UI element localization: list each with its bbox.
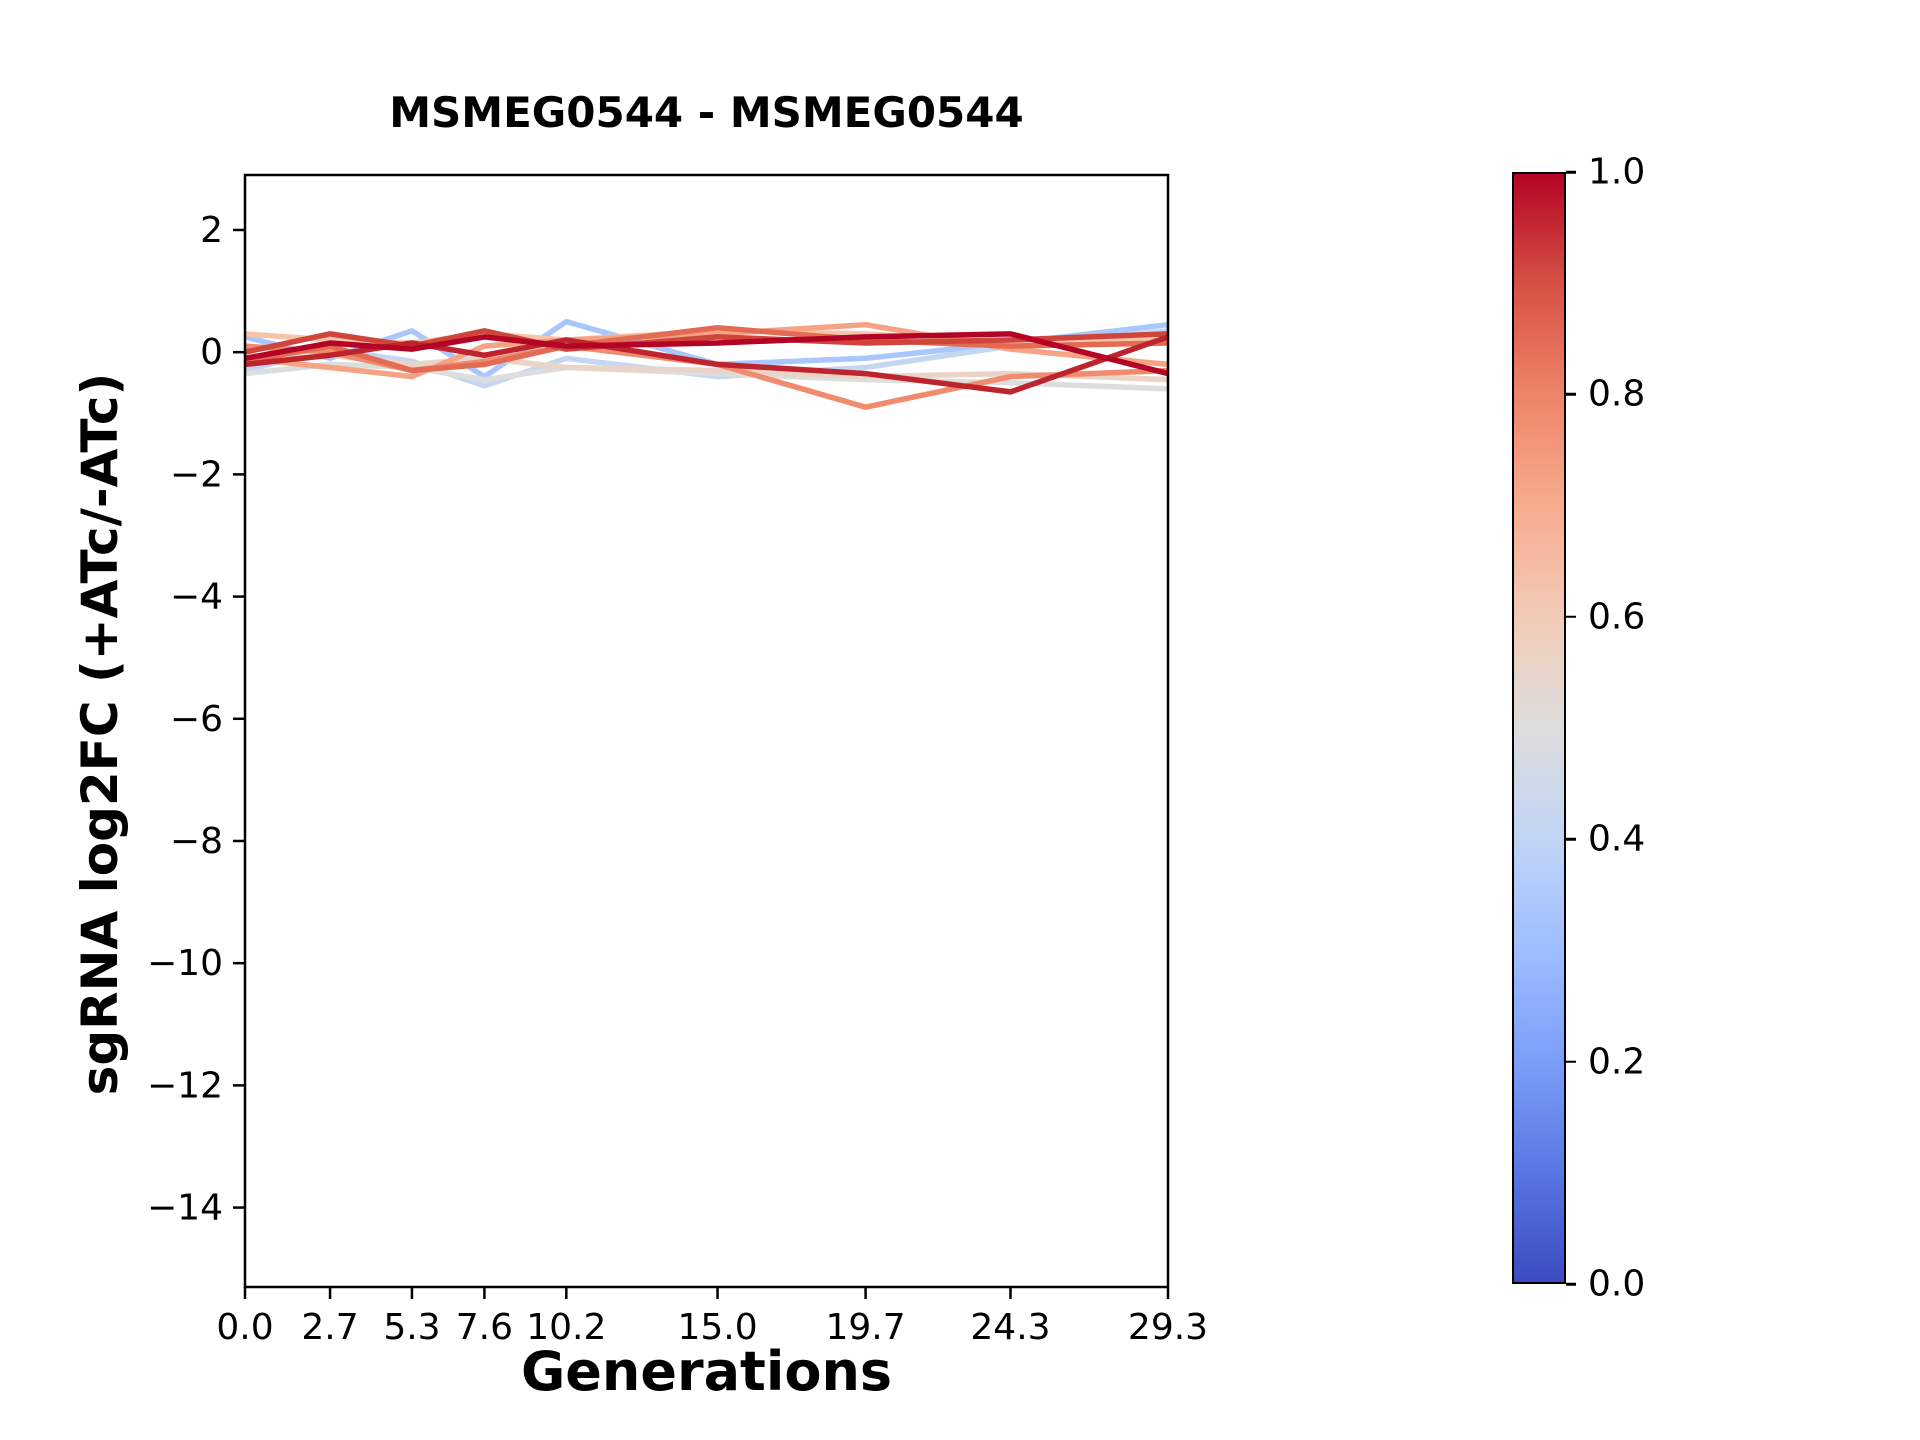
colorbar-tick-mark bbox=[1566, 615, 1576, 619]
series-line-10 bbox=[244, 334, 1169, 395]
y-tick-label: 0 bbox=[200, 332, 223, 373]
y-tick-label: 2 bbox=[200, 210, 223, 251]
x-tick-label: 15.0 bbox=[677, 1307, 757, 1348]
x-tick-label: 29.3 bbox=[1128, 1307, 1208, 1348]
series-line-11 bbox=[244, 331, 1169, 377]
x-axis-label: Generations bbox=[520, 1340, 893, 1403]
colorbar-tick-mark bbox=[1566, 393, 1576, 396]
x-tick-label: 19.7 bbox=[826, 1307, 906, 1348]
colorbar-tick-mark bbox=[1566, 170, 1576, 174]
colorbar bbox=[1512, 172, 1566, 1284]
chart-title: MSMEG0544 - MSMEG0544 bbox=[389, 88, 1024, 137]
x-tick-label: 7.6 bbox=[456, 1307, 513, 1348]
x-tick-label: 10.2 bbox=[526, 1307, 606, 1348]
y-tick-label: −4 bbox=[170, 577, 223, 618]
x-tick-label: 5.3 bbox=[383, 1307, 440, 1348]
x-tick-label: 2.7 bbox=[301, 1307, 358, 1348]
y-tick-label: −2 bbox=[170, 454, 223, 495]
colorbar-tick-mark bbox=[1566, 1282, 1576, 1286]
y-tick-label: −14 bbox=[147, 1188, 223, 1229]
x-tick-label: 0.0 bbox=[216, 1307, 273, 1348]
y-tick-label: −6 bbox=[170, 699, 223, 740]
colorbar-tick-label: 0.8 bbox=[1588, 373, 1646, 415]
colorbar-tick-label: 0.0 bbox=[1588, 1263, 1646, 1305]
y-tick-label: −10 bbox=[147, 943, 223, 984]
y-tick-label: −8 bbox=[170, 821, 223, 862]
series-line-9 bbox=[244, 328, 1169, 355]
x-tick-label: 24.3 bbox=[970, 1307, 1050, 1348]
colorbar-tick-mark bbox=[1566, 1060, 1576, 1063]
colorbar-tick-mark bbox=[1566, 837, 1576, 841]
y-tick-label: −12 bbox=[147, 1065, 223, 1106]
colorbar-tick-label: 1.0 bbox=[1588, 151, 1646, 193]
axes-frame bbox=[243, 173, 1170, 1289]
colorbar-tick-label: 0.2 bbox=[1588, 1041, 1646, 1083]
colorbar-tick-label: 0.6 bbox=[1588, 596, 1646, 638]
colorbar-tick-label: 0.4 bbox=[1588, 818, 1646, 860]
